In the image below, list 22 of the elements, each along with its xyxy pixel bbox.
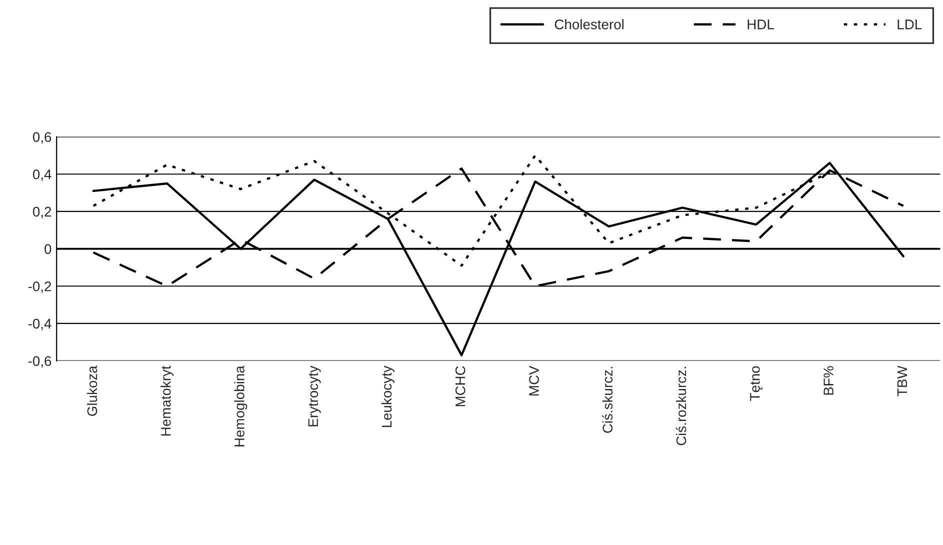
- y-tick-label: -0,6: [28, 356, 52, 368]
- y-tick-label: 0: [44, 244, 52, 254]
- x-tick-label: MCV: [529, 366, 539, 396]
- y-tick-label: 0,2: [32, 206, 52, 218]
- x-tick-label: Tętno: [750, 366, 763, 401]
- y-tick-label: -0,4: [28, 318, 52, 330]
- y-tick-label: -0,2: [28, 281, 52, 293]
- x-tick-label: Ciś.skurcz.: [602, 366, 613, 433]
- x-tick-label: Hemoglobina: [234, 366, 248, 446]
- x-tick-label: BF%: [824, 366, 834, 395]
- x-tick-label: Glukoza: [86, 366, 98, 416]
- x-tick-label: MCHC: [455, 366, 466, 406]
- legend-label: Cholesterol: [554, 19, 624, 30]
- y-tick-label: 0,4: [32, 169, 52, 181]
- x-tick-label: Erytrocyty: [308, 366, 321, 426]
- x-tick-label: Hematokryt: [160, 366, 174, 436]
- x-tick-label: TBW: [897, 366, 907, 396]
- legend-label: HDL: [748, 20, 774, 30]
- y-tick-label: 0,6: [32, 132, 52, 144]
- legend-label: LDL: [898, 20, 922, 30]
- x-tick-label: Ciś.rozkurcz.: [676, 366, 686, 446]
- x-tick-label: Leukocyty: [381, 366, 394, 428]
